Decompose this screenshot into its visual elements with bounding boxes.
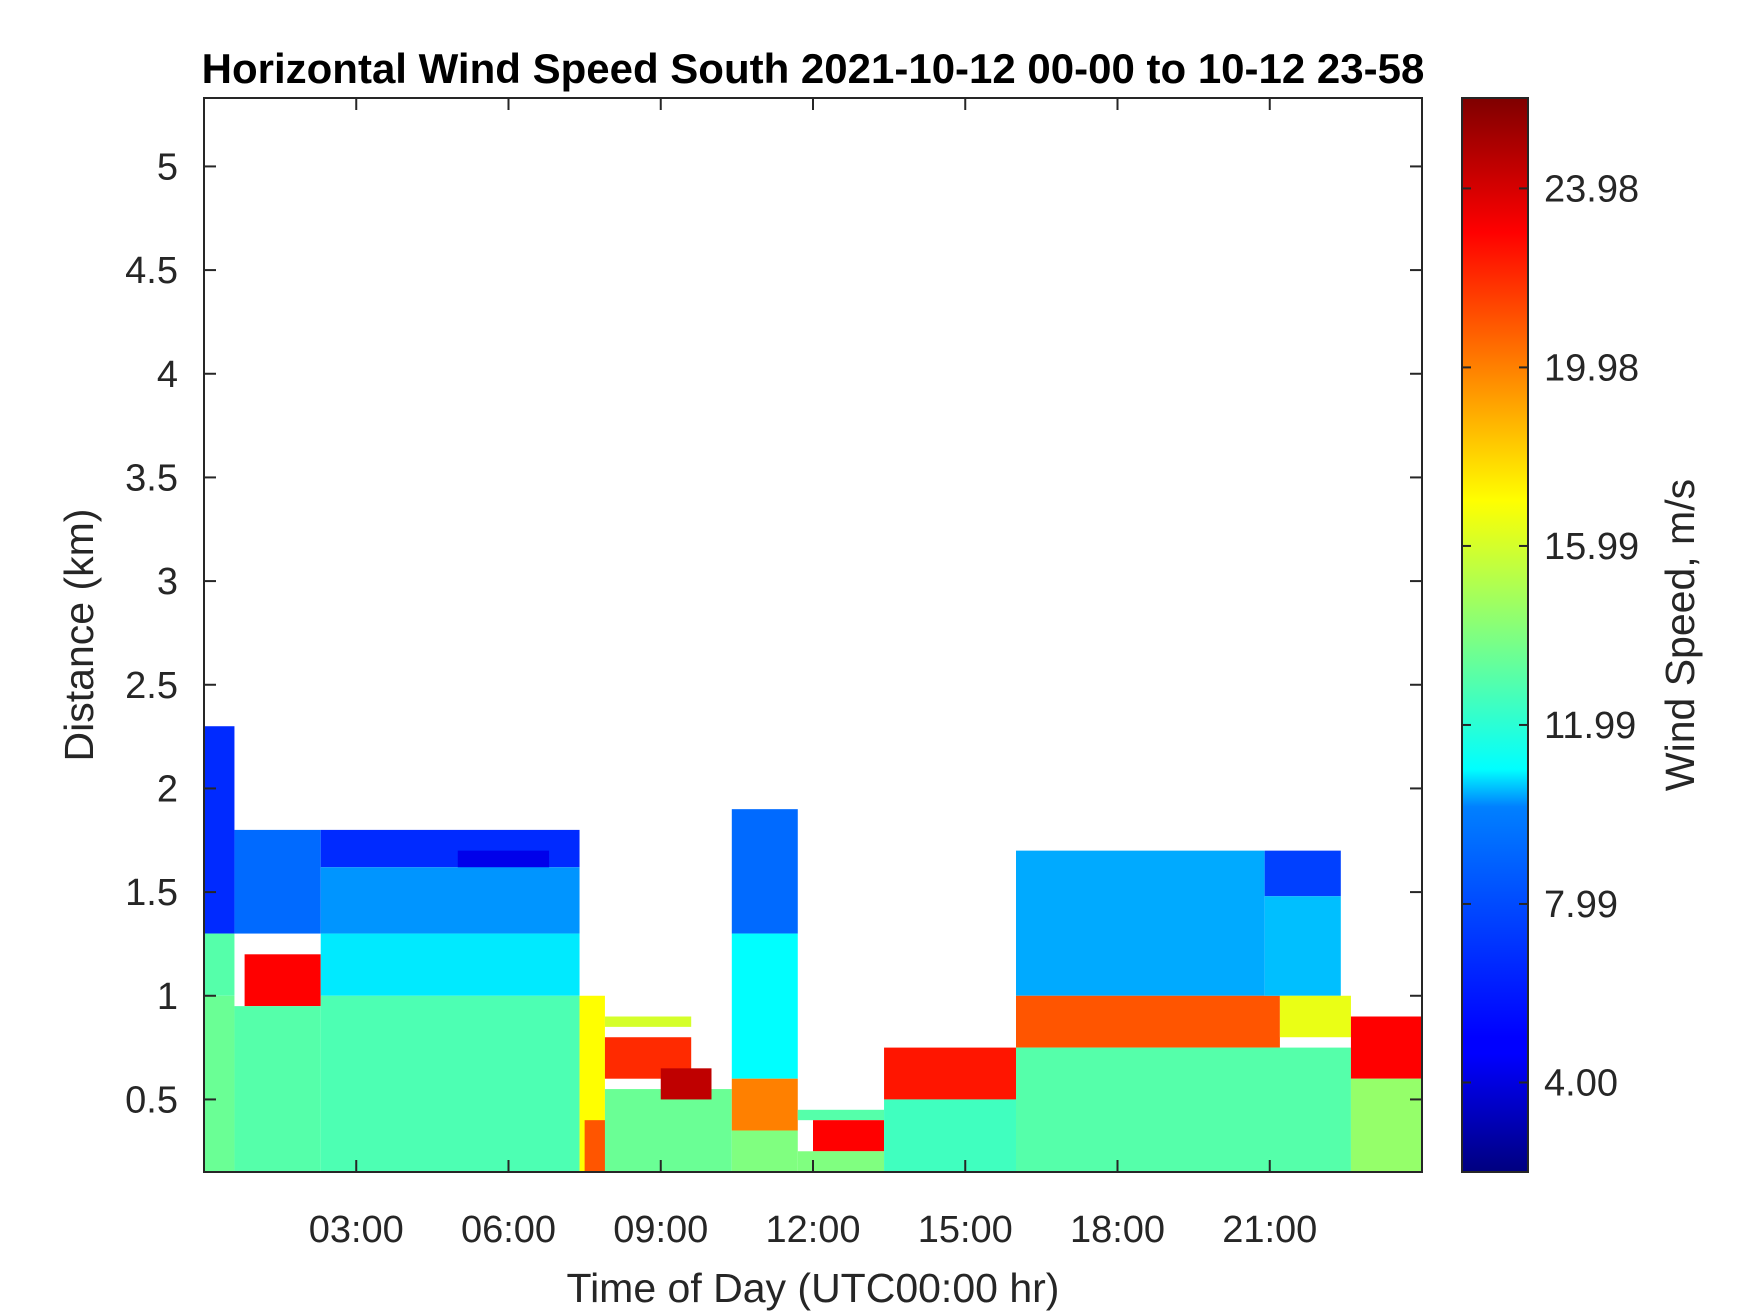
x-axis-ticks: 03:00 06:00 09:00 12:00 15:00 18:00 21:00	[309, 98, 1317, 1251]
heatmap-cell	[1264, 850, 1341, 897]
heatmap-cell	[1350, 1016, 1422, 1079]
x-tick-label: 09:00	[613, 1209, 708, 1251]
heatmap-cell	[204, 933, 235, 996]
heatmap-cell	[731, 1130, 798, 1172]
colorbar-tick-label: 15.99	[1544, 526, 1639, 568]
heatmap-cell	[1016, 995, 1280, 1048]
heatmap-cell	[604, 1089, 732, 1172]
y-tick-label: 1	[157, 976, 178, 1018]
y-tick-label: 2	[157, 768, 178, 810]
y-axis-ticks: 0.5 1 1.5 2 2.5 3 3.5 4 4.5 5	[125, 146, 1422, 1121]
y-tick-label: 0.5	[125, 1079, 178, 1121]
heatmap-cell	[1279, 995, 1351, 1038]
colorbar-tick-label: 11.99	[1544, 705, 1636, 747]
y-tick-label: 4.5	[125, 250, 178, 292]
y-tick-label: 5	[157, 146, 178, 188]
colorbar-tick-label: 4.00	[1544, 1063, 1618, 1105]
colorbar-tick-label: 19.98	[1544, 347, 1639, 389]
heatmap-cell	[1350, 1078, 1422, 1172]
chart-title: Horizontal Wind Speed South 2021-10-12 0…	[202, 45, 1425, 92]
y-tick-label: 4	[157, 354, 178, 396]
heatmap-cell	[797, 1109, 885, 1121]
colorbar-ticks: 4.00 7.99 11.99 15.99 19.98 23.98	[1462, 168, 1639, 1105]
heatmap-cell	[884, 1099, 1016, 1172]
colorbar-label: Wind Speed, m/s	[1657, 479, 1703, 791]
y-tick-label: 2.5	[125, 665, 178, 707]
x-tick-label: 15:00	[918, 1209, 1013, 1251]
heatmap-cell	[234, 1006, 321, 1172]
heatmap-cell	[234, 829, 321, 934]
heatmap-cell	[204, 726, 235, 934]
colorbar-tick-label: 7.99	[1544, 884, 1618, 926]
heatmap-cell	[1016, 850, 1265, 996]
x-tick-label: 12:00	[765, 1209, 860, 1251]
heatmap-cell	[604, 1016, 692, 1027]
x-tick-label: 06:00	[461, 1209, 556, 1251]
heatmap-cell	[1264, 896, 1341, 996]
heatmap-cell	[1016, 1047, 1351, 1172]
heatmap-cell	[813, 1120, 885, 1152]
heatmap-cell	[731, 933, 798, 1079]
y-tick-label: 1.5	[125, 872, 178, 914]
heatmap-cell	[731, 1078, 798, 1131]
heatmap-cell	[660, 1068, 712, 1100]
x-tick-label: 18:00	[1070, 1209, 1165, 1251]
x-tick-label: 03:00	[309, 1209, 404, 1251]
y-axis-label: Distance (km)	[56, 509, 102, 762]
heatmap-cell	[884, 1047, 1016, 1100]
colorbar-tick-label: 23.98	[1544, 168, 1639, 210]
heatmap-cell	[320, 995, 580, 1172]
heatmap-cell	[244, 954, 321, 1007]
heatmap-cell	[320, 933, 580, 996]
x-axis-label: Time of Day (UTC00:00 hr)	[567, 1265, 1060, 1311]
y-tick-label: 3	[157, 561, 178, 603]
y-tick-label: 3.5	[125, 457, 178, 499]
heatmap-plot-area	[204, 98, 1422, 1172]
heatmap-cell	[731, 809, 798, 934]
heatmap-cell	[320, 867, 580, 934]
x-tick-label: 21:00	[1222, 1209, 1317, 1251]
heatmap-cell	[797, 1151, 885, 1172]
heatmap-cell	[204, 995, 235, 1172]
colorbar	[1461, 97, 1529, 1173]
